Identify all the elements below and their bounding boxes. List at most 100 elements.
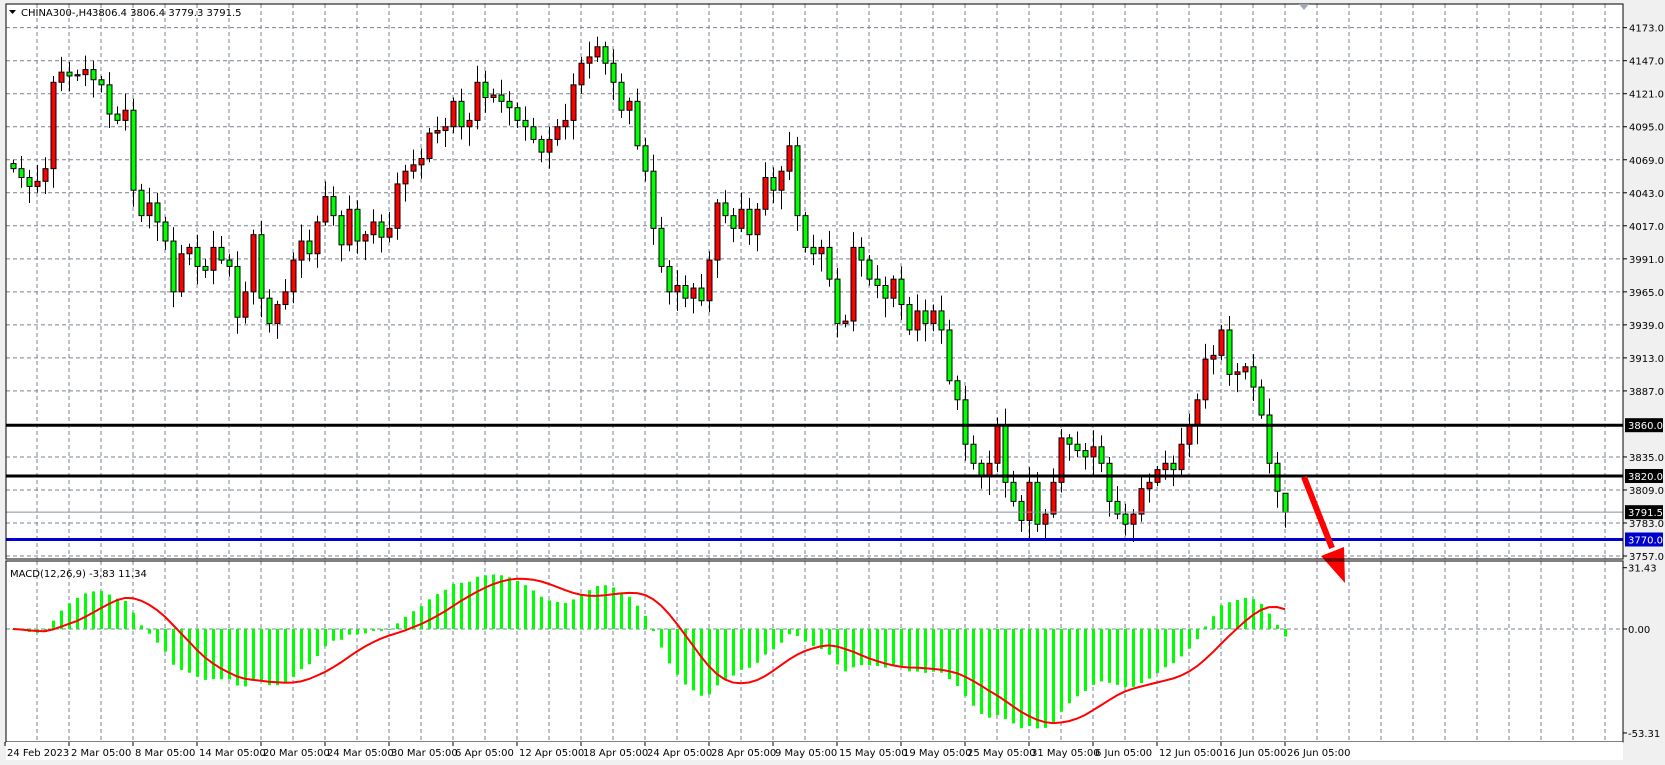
candle — [930, 304, 937, 332]
candle-body-bull — [50, 81, 57, 170]
candle — [1098, 435, 1105, 473]
candle-body-bull — [434, 130, 441, 134]
candle-body-bear — [794, 145, 801, 217]
macd-histogram-bar — [92, 591, 95, 629]
candle-body-bear — [162, 221, 169, 242]
macd-histogram-bar — [612, 587, 615, 629]
macd-histogram-bar — [1020, 629, 1023, 729]
candle — [674, 270, 681, 311]
macd-histogram-bar — [292, 629, 295, 677]
candle-body-bear — [1122, 513, 1129, 525]
candle — [306, 229, 313, 262]
candle-body-bull — [554, 126, 561, 140]
candle — [1114, 486, 1121, 520]
time-tick-label: 15 May 05:00 — [839, 748, 908, 759]
candle-body-bear — [1114, 500, 1121, 515]
macd-histogram-bar — [796, 629, 799, 637]
candle-body-bull — [474, 81, 481, 121]
down-arrow-annotation[interactable] — [1301, 475, 1345, 583]
candle-body-bull — [986, 462, 993, 477]
macd-histogram-bar — [660, 629, 663, 648]
candle-body-bear — [898, 278, 905, 306]
candle-body-bull — [738, 208, 745, 229]
time-tick-label: 9 May 05:00 — [775, 748, 837, 759]
candle — [730, 208, 737, 243]
candle — [386, 211, 393, 243]
level-price-label: 3791.5 — [1628, 508, 1663, 519]
triangle-down-icon[interactable] — [9, 10, 16, 14]
candle — [778, 166, 785, 210]
candle-body-bear — [826, 246, 833, 280]
time-tick-label: 2 Mar 05:00 — [71, 748, 131, 759]
candle — [434, 116, 441, 144]
candle-body-bull — [850, 246, 857, 322]
candle-body-bull — [242, 291, 249, 318]
candle-body-bear — [1282, 492, 1289, 513]
macd-histogram-bar — [900, 629, 903, 668]
macd-histogram-bar — [1116, 629, 1119, 685]
candle-body-bear — [1226, 329, 1233, 375]
candle — [1026, 467, 1033, 539]
price-tick-label: 3783.0 — [1629, 519, 1664, 530]
candle-body-bear — [938, 310, 945, 331]
candle-body-bear — [962, 399, 969, 445]
macd-histogram-bar — [980, 629, 983, 714]
chart-shift-marker-icon[interactable] — [1299, 4, 1309, 10]
candle-body-bear — [922, 310, 929, 325]
candle-body-bull — [442, 126, 449, 132]
candle-body-bull — [818, 246, 825, 255]
candle — [474, 65, 481, 130]
candle — [522, 106, 529, 141]
candle-body-bull — [58, 71, 65, 83]
candle — [658, 216, 665, 273]
candle — [602, 41, 609, 75]
macd-histogram-bar — [884, 629, 887, 668]
candle — [1258, 379, 1265, 419]
candle-body-bull — [762, 177, 769, 210]
candle — [642, 138, 649, 182]
macd-histogram-bar — [788, 629, 791, 635]
arrow-head-icon — [1321, 547, 1345, 583]
time-tick-label: 18 Apr 05:00 — [583, 748, 648, 759]
macd-histogram-bar — [132, 612, 135, 629]
macd-histogram-bar — [1188, 629, 1191, 649]
level-price-badge — [1625, 505, 1663, 520]
macd-histogram-bar — [116, 598, 119, 629]
candle-body-bull — [290, 259, 297, 293]
time-tick-label: 28 Apr 05:00 — [711, 748, 776, 759]
candle — [834, 267, 841, 338]
candle-body-bull — [562, 119, 569, 128]
candle-body-bear — [530, 126, 537, 140]
candle — [442, 117, 449, 148]
macd-histogram-bar — [972, 629, 975, 706]
candle-body-bear — [218, 246, 225, 261]
candle — [842, 314, 849, 328]
macd-histogram-bar — [1196, 629, 1199, 640]
time-axis[interactable] — [6, 742, 1623, 760]
candle — [562, 103, 569, 140]
macd-histogram-bar — [956, 629, 959, 687]
macd-histogram-bar — [916, 629, 919, 672]
macd-histogram-bar — [148, 629, 151, 634]
macd-histogram-bar — [860, 629, 863, 666]
price-tick-label: 4147.0 — [1629, 57, 1664, 68]
candle-body-bear — [602, 46, 609, 64]
macd-histogram-bar — [732, 629, 735, 676]
level-price-label: 3820.0 — [1628, 472, 1663, 483]
candle-body-bull — [402, 170, 409, 185]
macd-histogram-bar — [700, 629, 703, 696]
candle-body-bull — [1162, 462, 1169, 471]
time-tick-label: 24 Mar 05:00 — [327, 748, 394, 759]
macd-histogram-bar — [804, 629, 807, 642]
macd-histogram-bar — [1268, 613, 1271, 629]
macd-histogram-bar — [1220, 605, 1223, 629]
candle-body-bull — [450, 100, 457, 128]
candle — [914, 294, 921, 342]
candle — [586, 41, 593, 79]
candle-body-bear — [834, 278, 841, 325]
macd-histogram-bar — [316, 629, 319, 657]
candle — [1218, 324, 1225, 361]
symbol-label: CHINA300-,H4 — [21, 8, 93, 19]
macd-histogram-bar — [540, 596, 543, 629]
